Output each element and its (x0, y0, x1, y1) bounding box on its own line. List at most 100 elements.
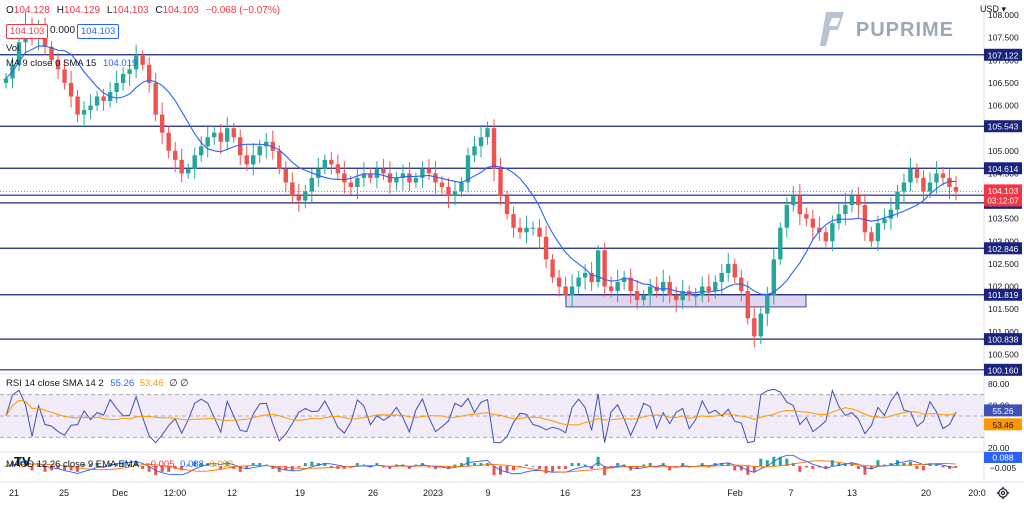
macd-histogram-bar (817, 466, 821, 468)
candle-body (530, 227, 536, 229)
candle-body (765, 295, 770, 314)
macd-histogram-bar (76, 466, 80, 472)
macd-histogram-bar (95, 463, 99, 466)
rsi-label: RSI 14 close SMA 14 2 (6, 378, 104, 389)
price-axis-tick: 103.000 (988, 236, 1019, 246)
candle-body (394, 177, 399, 183)
ohlc-high: 104.129 (63, 5, 101, 16)
candle-body (713, 282, 718, 292)
macd-histogram-bar (303, 463, 307, 466)
macd-histogram-bar (121, 463, 125, 466)
macd-histogram-bar (941, 466, 945, 468)
ohlc-h-label: H (56, 5, 64, 16)
macd-label: MACD 12 26 close 9 EMA EMA (6, 459, 139, 470)
candle-body (856, 196, 861, 206)
macd-histogram-bar (56, 466, 60, 469)
candle-body (290, 182, 295, 197)
brand-name: PUPRIME (855, 18, 954, 41)
ma-study-label[interactable]: MA 9 close 0 SMA 15 104.019 (6, 58, 137, 69)
macd-histogram-bar (622, 464, 626, 466)
level-tag-label: 101.819 (988, 290, 1019, 300)
macd-histogram-bar (765, 460, 769, 466)
rsi-study-label[interactable]: RSI 14 close SMA 14 2 55.26 53.46 ∅ ∅ (6, 378, 188, 389)
time-axis-label: 25 (59, 488, 69, 498)
time-axis-label: 16 (560, 488, 570, 498)
candle-body (504, 196, 510, 215)
brand-logo: PUPRIME (816, 8, 954, 52)
price-axis-tick: 107.500 (988, 33, 1019, 43)
macd-study-label[interactable]: MACD 12 26 close 9 EMA EMA −0.005 0.088 … (6, 459, 233, 470)
candle-body (595, 250, 601, 283)
candle-body (569, 286, 575, 296)
price-axis-tick: 101.500 (988, 304, 1019, 314)
volume-study-label[interactable]: Vol (6, 43, 19, 54)
macd-histogram-bar (427, 466, 431, 468)
candle-body (244, 155, 249, 165)
candle-body (589, 272, 594, 283)
macd-histogram-bar (440, 466, 444, 468)
candle-body (205, 137, 210, 147)
candle-body (862, 205, 868, 233)
rsi-sma-tag (984, 418, 1022, 431)
candle-body (212, 132, 217, 138)
time-axis-label: Feb (727, 488, 743, 498)
currency-selector[interactable]: USD ▾ (980, 4, 1006, 15)
candle-body (758, 313, 763, 337)
sell-button[interactable]: 104.103 (6, 24, 49, 39)
macd-histogram-bar (459, 463, 463, 466)
level-tag (984, 120, 1022, 133)
candle-body (556, 277, 562, 287)
macd-histogram-bar (876, 460, 880, 466)
macd-histogram-bar (381, 466, 385, 468)
rsi-value-tag (984, 404, 1022, 417)
time-axis-label: 21 (9, 488, 19, 498)
buy-button[interactable]: 104.103 (77, 24, 120, 39)
ohlc-o-label: O (6, 5, 14, 16)
candle-body (485, 128, 490, 138)
brand-mark-icon (819, 12, 844, 46)
candle-body (185, 168, 191, 174)
candle-body (277, 150, 282, 169)
candle-body (413, 177, 419, 183)
gear-icon[interactable] (996, 486, 1010, 500)
macd-histogram-bar (193, 461, 197, 466)
macd-histogram-bar (141, 466, 145, 469)
macd-histogram-bar (505, 466, 509, 472)
macd-histogram-bar (525, 464, 529, 466)
macd-histogram-bar (232, 466, 236, 469)
macd-histogram-bar (407, 466, 411, 469)
macd-histogram-bar (128, 464, 132, 466)
candle-body (472, 146, 477, 156)
ma-line (5, 45, 956, 296)
candle-body (381, 168, 386, 174)
macd-histogram-bar (798, 466, 802, 472)
candle-body (166, 132, 171, 151)
ohlc-change: −0.068 (−0.07%) (205, 5, 281, 16)
price-axis-tick: 100.500 (988, 349, 1019, 359)
macd-histogram-bar (82, 464, 86, 466)
candle-body (745, 291, 750, 319)
ohlc-c-label: C (155, 5, 163, 16)
macd-histogram-bar (466, 457, 470, 466)
candle-body (238, 137, 243, 156)
macd-histogram-bar (778, 456, 782, 466)
candle-body (199, 146, 204, 156)
candle-body (3, 78, 9, 83)
time-axis-label: 7 (788, 488, 793, 498)
candle-body (264, 141, 269, 147)
macd-histogram-bar (934, 463, 938, 466)
level-tag-label: 100.838 (988, 335, 1019, 345)
macd-histogram-bar (616, 463, 620, 466)
chevron-down-icon: ▾ (1001, 4, 1006, 14)
macd-histogram-bar (43, 466, 47, 472)
candle-body (361, 173, 367, 178)
candle-body (49, 46, 54, 61)
candle-body (680, 291, 685, 301)
macd-tag-a (984, 452, 1022, 463)
candle-body (316, 168, 321, 178)
macd-histogram-bar (843, 463, 847, 466)
tradingview-logo-icon[interactable]: TV (14, 454, 31, 469)
macd-histogram-bar (4, 466, 8, 467)
